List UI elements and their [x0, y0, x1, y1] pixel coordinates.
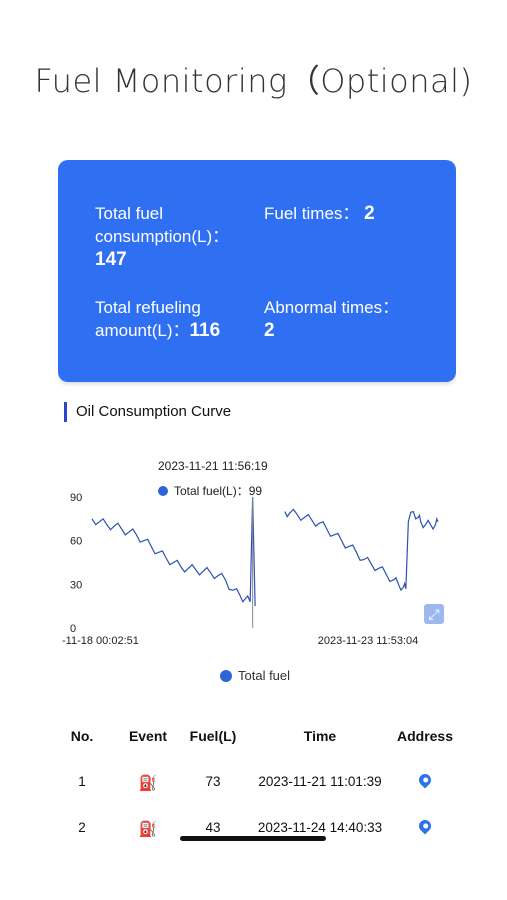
- y-tick-label: 0: [70, 623, 76, 635]
- abnormal-label: Abnormal times：: [264, 298, 400, 317]
- page-heading: Fuel Monitoring（Optional): [34, 62, 473, 100]
- abnormal-value: 2: [264, 320, 275, 341]
- refuel-label-line1: Total refueling: [95, 298, 201, 317]
- total-refueling-amount: Total refueling amount(L)：116: [95, 296, 220, 342]
- refuel-label-line2: amount(L)：: [95, 321, 190, 340]
- fuel-pump-icon[interactable]: ⛽: [138, 821, 158, 838]
- row-fuel: 73: [205, 774, 221, 789]
- location-pin-icon[interactable]: [392, 817, 456, 835]
- fuel-times-value: 2: [364, 203, 375, 224]
- row-fuel: 43: [205, 820, 221, 835]
- total-fuel-consumption: Total fuel consumption(L)： 147: [95, 202, 229, 271]
- row-time: 2023-11-21 11:01:39: [258, 774, 382, 789]
- refuel-value: 116: [189, 320, 221, 341]
- tooltip-label: Total fuel(L)：: [174, 484, 249, 498]
- row-no: 2: [78, 820, 86, 835]
- location-pin-icon[interactable]: [392, 771, 456, 789]
- header-event: Event: [128, 728, 168, 744]
- total-fuel-label-line2: consumption(L)：: [95, 227, 230, 246]
- x-tick-label: -11-18 00:02:51: [62, 635, 139, 647]
- chart-legend[interactable]: Total fuel: [220, 668, 290, 683]
- expand-icon[interactable]: ⤢: [424, 604, 444, 624]
- phone-screen: Total fuel consumption(L)： 147 Fuel time…: [58, 160, 456, 850]
- fuel-pump-icon[interactable]: ⛽: [138, 775, 158, 792]
- header-fuel: Fuel(L): [189, 728, 237, 744]
- legend-dot: [220, 669, 232, 682]
- y-tick-label: 30: [70, 579, 82, 591]
- abnormal-times: Abnormal times： 2: [264, 296, 399, 342]
- header-time: Time: [303, 728, 337, 744]
- chart-tooltip-value: Total fuel(L)：99: [158, 482, 262, 499]
- header-no: No.: [70, 728, 94, 744]
- row-no: 1: [78, 774, 86, 789]
- tooltip-series-dot: [158, 485, 168, 496]
- section-title: Oil Consumption Curve: [64, 402, 231, 422]
- fuel-times-label: Fuel times：: [264, 204, 360, 223]
- total-fuel-label-line1: Total fuel: [95, 204, 164, 223]
- row-time: 2023-11-24 14:40:33: [257, 820, 383, 835]
- home-indicator[interactable]: [180, 836, 326, 841]
- y-tick-label: 60: [70, 536, 82, 548]
- total-fuel-value: 147: [95, 249, 127, 270]
- fuel-times: Fuel times： 2: [264, 202, 375, 225]
- chart-tooltip-time: 2023-11-21 11:56:19: [158, 459, 268, 473]
- x-tick-label: 2023-11-23 11:53:04: [318, 635, 419, 647]
- summary-card: Total fuel consumption(L)： 147 Fuel time…: [58, 160, 456, 382]
- legend-label: Total fuel: [238, 668, 291, 683]
- series-line-total-fuel: [284, 508, 439, 592]
- oil-consumption-chart[interactable]: 0 30 60 90 -11-18 00:02:51 2023-11-23 11:53:…: [58, 450, 456, 650]
- header-address: Address: [396, 728, 454, 744]
- y-tick-label: 90: [70, 492, 82, 504]
- series-line-total-fuel: [91, 496, 256, 607]
- tooltip-value: 99: [248, 484, 263, 498]
